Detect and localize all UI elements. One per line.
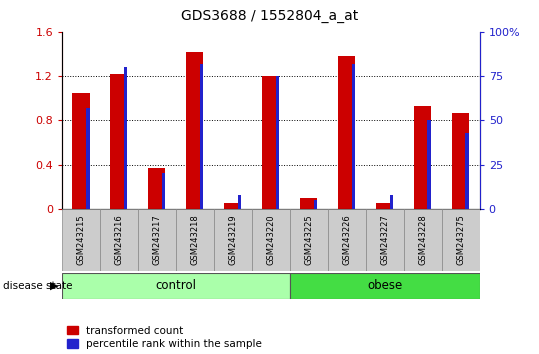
Bar (376, 203, 393, 209)
Text: GSM243216: GSM243216 (114, 215, 123, 265)
Bar (214, 209, 252, 271)
Bar (300, 198, 317, 209)
Bar (110, 74, 128, 209)
Text: obese: obese (367, 279, 403, 292)
Bar (100, 209, 138, 271)
Text: GSM243219: GSM243219 (229, 215, 237, 265)
Bar (466, 133, 469, 209)
Bar (148, 168, 165, 209)
Bar (62, 273, 290, 299)
Text: disease state: disease state (3, 281, 72, 291)
Bar (72, 93, 89, 209)
Text: GSM243226: GSM243226 (342, 215, 351, 265)
Bar (86, 108, 89, 209)
Bar (404, 209, 442, 271)
Bar (252, 209, 290, 271)
Bar (328, 209, 366, 271)
Text: control: control (155, 279, 196, 292)
Bar (199, 64, 203, 209)
Text: GSM243228: GSM243228 (418, 215, 427, 265)
Bar (414, 106, 431, 209)
Text: GDS3688 / 1552804_a_at: GDS3688 / 1552804_a_at (181, 9, 358, 23)
Text: GSM243227: GSM243227 (381, 215, 389, 265)
Text: ▶: ▶ (50, 281, 59, 291)
Bar (290, 209, 328, 271)
Bar (427, 120, 431, 209)
Text: GSM243225: GSM243225 (305, 215, 313, 265)
Text: GSM243218: GSM243218 (190, 215, 199, 265)
Bar (262, 76, 279, 209)
Text: GSM243215: GSM243215 (77, 215, 86, 265)
Bar (290, 273, 480, 299)
Bar (351, 64, 355, 209)
Bar (62, 209, 100, 271)
Bar (338, 56, 355, 209)
Legend: transformed count, percentile rank within the sample: transformed count, percentile rank withi… (67, 326, 262, 349)
Bar (452, 113, 469, 209)
Bar (186, 52, 203, 209)
Bar (442, 209, 480, 271)
Bar (238, 195, 241, 209)
Text: GSM243220: GSM243220 (266, 215, 275, 265)
Bar (224, 203, 241, 209)
Text: GSM243275: GSM243275 (456, 215, 465, 265)
Text: GSM243217: GSM243217 (153, 215, 161, 265)
Bar (162, 173, 165, 209)
Bar (275, 76, 279, 209)
Bar (138, 209, 176, 271)
Bar (314, 200, 317, 209)
Bar (366, 209, 404, 271)
Bar (123, 67, 128, 209)
Bar (390, 195, 393, 209)
Bar (176, 209, 214, 271)
